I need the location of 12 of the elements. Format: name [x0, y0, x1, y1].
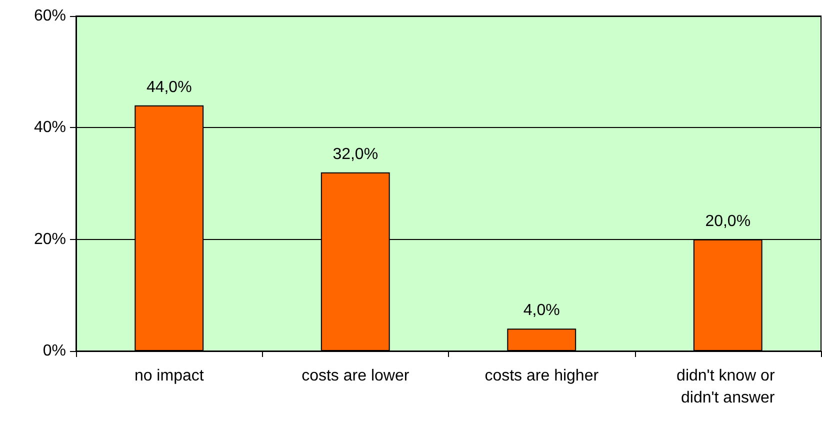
x-tick-label: no impact	[134, 368, 204, 384]
data-label: 20,0%	[705, 212, 751, 230]
data-label: 4,0%	[523, 302, 560, 320]
x-tick-label: didn't know or didn't answer	[676, 368, 780, 406]
x-tick-label: costs are lower	[302, 368, 410, 384]
data-label: 32,0%	[332, 146, 378, 163]
y-tick-label: 40%	[34, 119, 66, 136]
y-tick-label: 0%	[42, 342, 66, 360]
x-tick-label: costs are higher	[484, 368, 600, 384]
y-tick-label: 20%	[34, 230, 66, 248]
data-label: 44,0%	[146, 78, 192, 96]
y-tick-label: 60%	[34, 8, 66, 24]
